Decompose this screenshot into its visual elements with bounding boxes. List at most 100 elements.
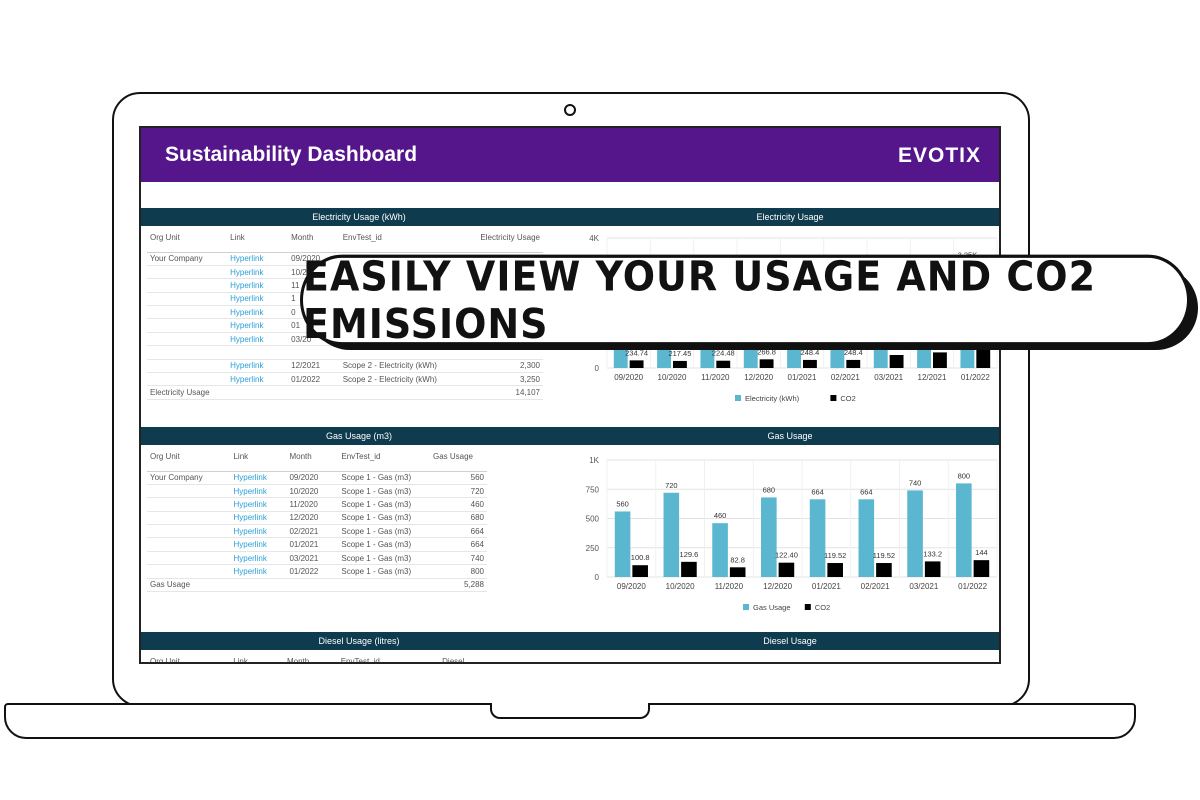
table-row: Hyperlink 02/2021 Scope 1 - Gas (m3) 664 [147,524,487,539]
hyperlink[interactable]: Hyperlink [227,318,289,333]
table-row: Hyperlink 12/2020 Scope 1 - Gas (m3) 680 [147,511,487,526]
env-test-cell: Scope 1 - Gas (m3) [338,551,430,566]
month-cell: 12/2021 [288,359,340,374]
y-tick-label: 750 [586,485,600,494]
data-label: 740 [909,478,922,487]
usage-value-cell: 740 [429,551,487,566]
laptop-base-notch [490,703,650,719]
total-value: 5,288 [429,577,487,593]
hyperlink[interactable]: Hyperlink [227,372,289,387]
column-header: Month [286,449,339,472]
month-cell: 11/2020 [286,497,339,512]
hyperlink[interactable]: Hyperlink [230,537,287,552]
data-label: 720 [665,481,678,490]
bar-usage [858,499,875,577]
hyperlink[interactable]: Hyperlink [230,551,287,566]
org-unit-cell [147,372,228,387]
headline-banner: EASILY VIEW YOUR USAGE AND CO2 EMISSIONS [300,252,1190,348]
env-test-cell: Scope 2 - Electricity (kWh) [339,372,478,387]
diesel-table: Org Unit Link Month EnvTest_id Diesel [147,654,497,662]
bar-usage [907,490,923,577]
env-test-cell: Scope 1 - Gas (m3) [338,484,430,499]
hyperlink[interactable]: Hyperlink [230,511,287,526]
hyperlink[interactable]: Hyperlink [227,292,289,307]
data-label: 664 [860,487,873,496]
total-row: Gas Usage 5,288 [147,577,487,593]
data-label: 460 [714,511,727,520]
org-unit-cell [147,278,228,293]
data-label: 224.48 [712,349,735,358]
bar-usage [712,523,728,577]
data-label: 266.8 [757,347,776,356]
usage-value-cell: 3,250 [477,372,543,387]
column-header: Org Unit [147,449,231,472]
column-header: Link [230,449,287,472]
usage-value-cell: 720 [429,484,487,499]
hyperlink[interactable]: Hyperlink [230,564,287,579]
gas-chart-title: Gas Usage [577,427,999,445]
bar-co2 [846,359,861,368]
month-cell: 02/2021 [286,524,339,539]
hyperlink[interactable]: Hyperlink [227,252,289,266]
bar-co2 [632,565,648,577]
x-tick-label: 09/2020 [614,373,643,382]
gas-chart: 0 250 500 750 1K 560 100.8 09/2020 720 129.6 10/20… [586,456,998,612]
usage-value-cell: 664 [429,524,487,539]
laptop-camera [564,104,576,116]
month-cell: 09/2020 [286,471,339,485]
bar-usage [614,511,631,577]
hyperlink[interactable]: Hyperlink [230,497,287,512]
hyperlink[interactable]: Hyperlink [227,305,289,320]
table-header-row: Org Unit Link Month EnvTest_id Diesel [147,654,497,662]
hyperlink[interactable]: Hyperlink [230,471,287,485]
x-tick-label: 01/2021 [788,373,817,382]
hyperlink[interactable]: Hyperlink [227,359,289,374]
column-header: Month [288,230,340,253]
electricity-chart-title: Electricity Usage [577,208,999,226]
hyperlink[interactable]: Hyperlink [227,278,289,293]
org-unit-cell: Your Company [147,471,231,485]
total-label: Electricity Usage [147,385,478,400]
bar-usage [956,483,972,577]
hyperlink[interactable]: Hyperlink [230,524,287,539]
data-label: 82.8 [730,555,745,564]
env-test-cell: Scope 1 - Gas (m3) [338,524,430,539]
legend-swatch [743,604,749,610]
data-label: 144 [975,548,988,557]
column-header: EnvTest_id [337,654,440,662]
column-header: Diesel [439,654,497,662]
x-tick-label: 01/2022 [958,582,987,591]
org-unit-cell [147,551,231,566]
env-test-cell: Scope 1 - Gas (m3) [338,537,430,552]
hyperlink [227,345,289,360]
x-tick-label: 01/2022 [961,373,990,382]
org-unit-cell [147,359,228,374]
bar-co2 [889,355,904,368]
column-header: Org Unit [147,230,228,253]
org-unit-cell [147,537,231,552]
y-tick-label: 500 [586,515,600,524]
x-tick-label: 03/2021 [874,373,903,382]
total-row: Electricity Usage 14,107 [147,385,543,400]
hyperlink[interactable]: Hyperlink [227,332,289,347]
month-cell: 01/2022 [286,564,339,579]
legend-entry: CO2 [840,394,855,403]
legend-swatch [804,604,811,610]
bar-co2 [976,349,991,368]
data-label: 119.52 [873,551,895,560]
bar-co2 [673,360,687,368]
bar-co2 [827,563,843,577]
month-cell: 03/2021 [286,551,339,566]
bar-usage [809,499,826,577]
dashboard-title: Sustainability Dashboard [165,143,418,166]
hyperlink[interactable]: Hyperlink [227,265,289,280]
hyperlink[interactable]: Hyperlink [230,484,287,499]
y-tick-label: 250 [586,544,600,553]
data-label: 100.8 [631,553,650,562]
data-label: 119.52 [824,551,846,560]
x-tick-label: 12/2020 [763,582,792,591]
x-tick-label: 11/2020 [715,582,744,591]
month-cell: 01/2021 [286,537,339,552]
dashboard-header: Sustainability Dashboard EVOTIX [141,128,999,182]
org-unit-cell: Your Company [147,252,228,266]
